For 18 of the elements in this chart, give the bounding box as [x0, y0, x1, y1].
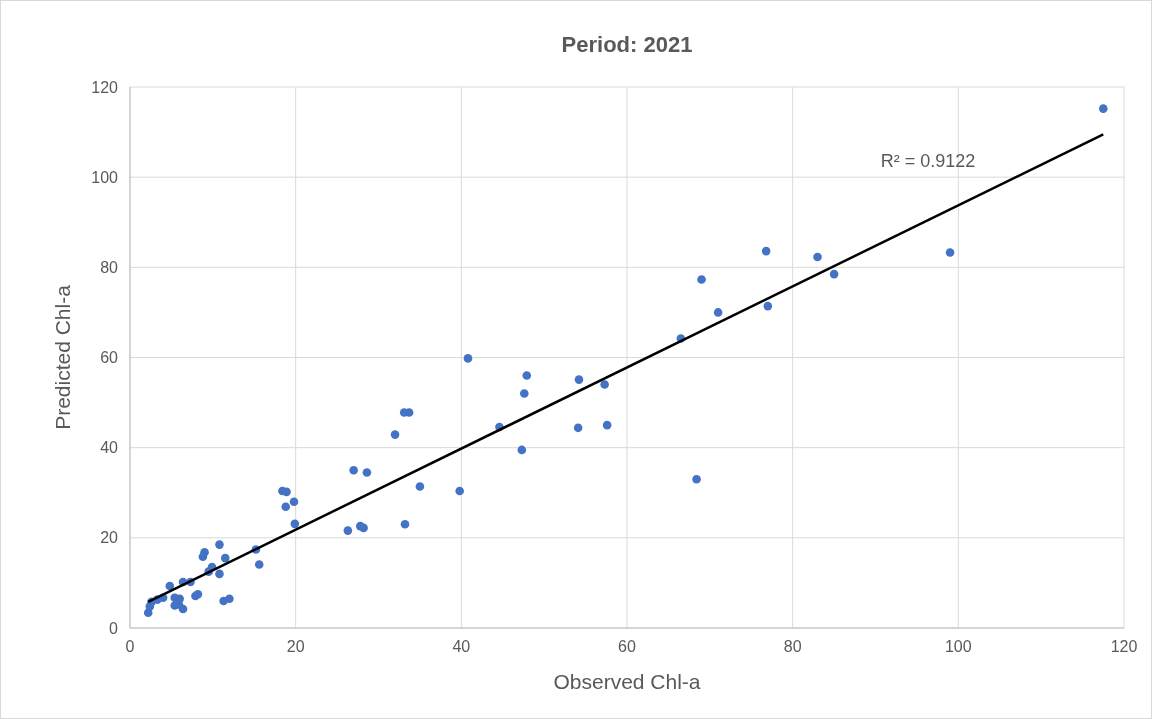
x-tick-label: 0	[125, 638, 135, 655]
y-tick-label: 20	[100, 529, 119, 547]
y-tick-label: 120	[91, 78, 119, 96]
chart-title: Period: 2021	[561, 32, 693, 57]
x-axis-title: Observed Chl-a	[553, 670, 701, 693]
x-tick-label: 60	[618, 638, 636, 655]
x-tick-label: 40	[452, 638, 471, 655]
x-tick-label: 120	[1110, 638, 1138, 655]
y-axis-title: Predicted Chl-a	[51, 284, 74, 430]
y-tick-label: 60	[100, 349, 119, 367]
x-tick-label: 20	[286, 638, 305, 655]
y-tick-label: 100	[91, 168, 119, 186]
y-tick-label: 0	[109, 619, 119, 637]
y-tick-label: 40	[100, 439, 119, 457]
x-tick-label: 80	[783, 638, 802, 655]
annotation: R² = 0.9122	[880, 151, 976, 171]
y-tick-label: 80	[100, 258, 119, 276]
x-tick-label: 100	[944, 638, 972, 655]
